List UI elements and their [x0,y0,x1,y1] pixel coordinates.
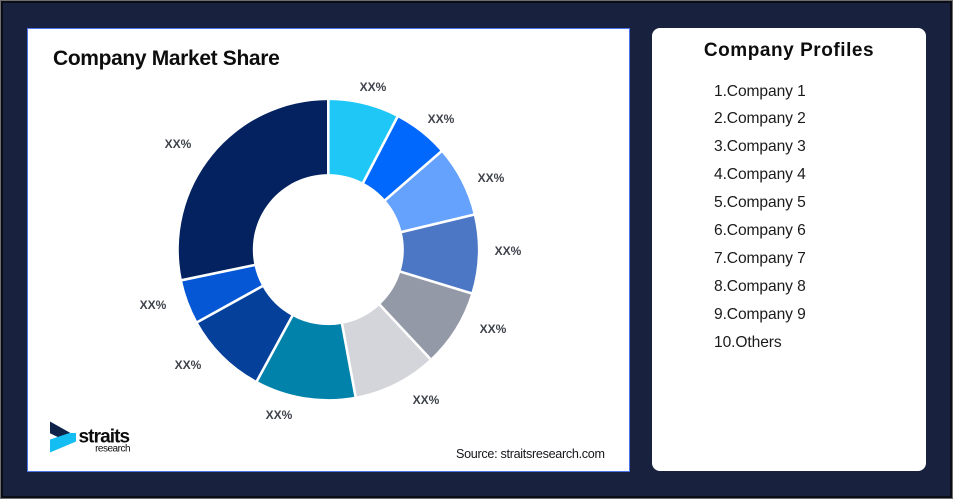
svg-text:research: research [95,444,130,455]
svg-text:straits: straits [79,427,130,448]
